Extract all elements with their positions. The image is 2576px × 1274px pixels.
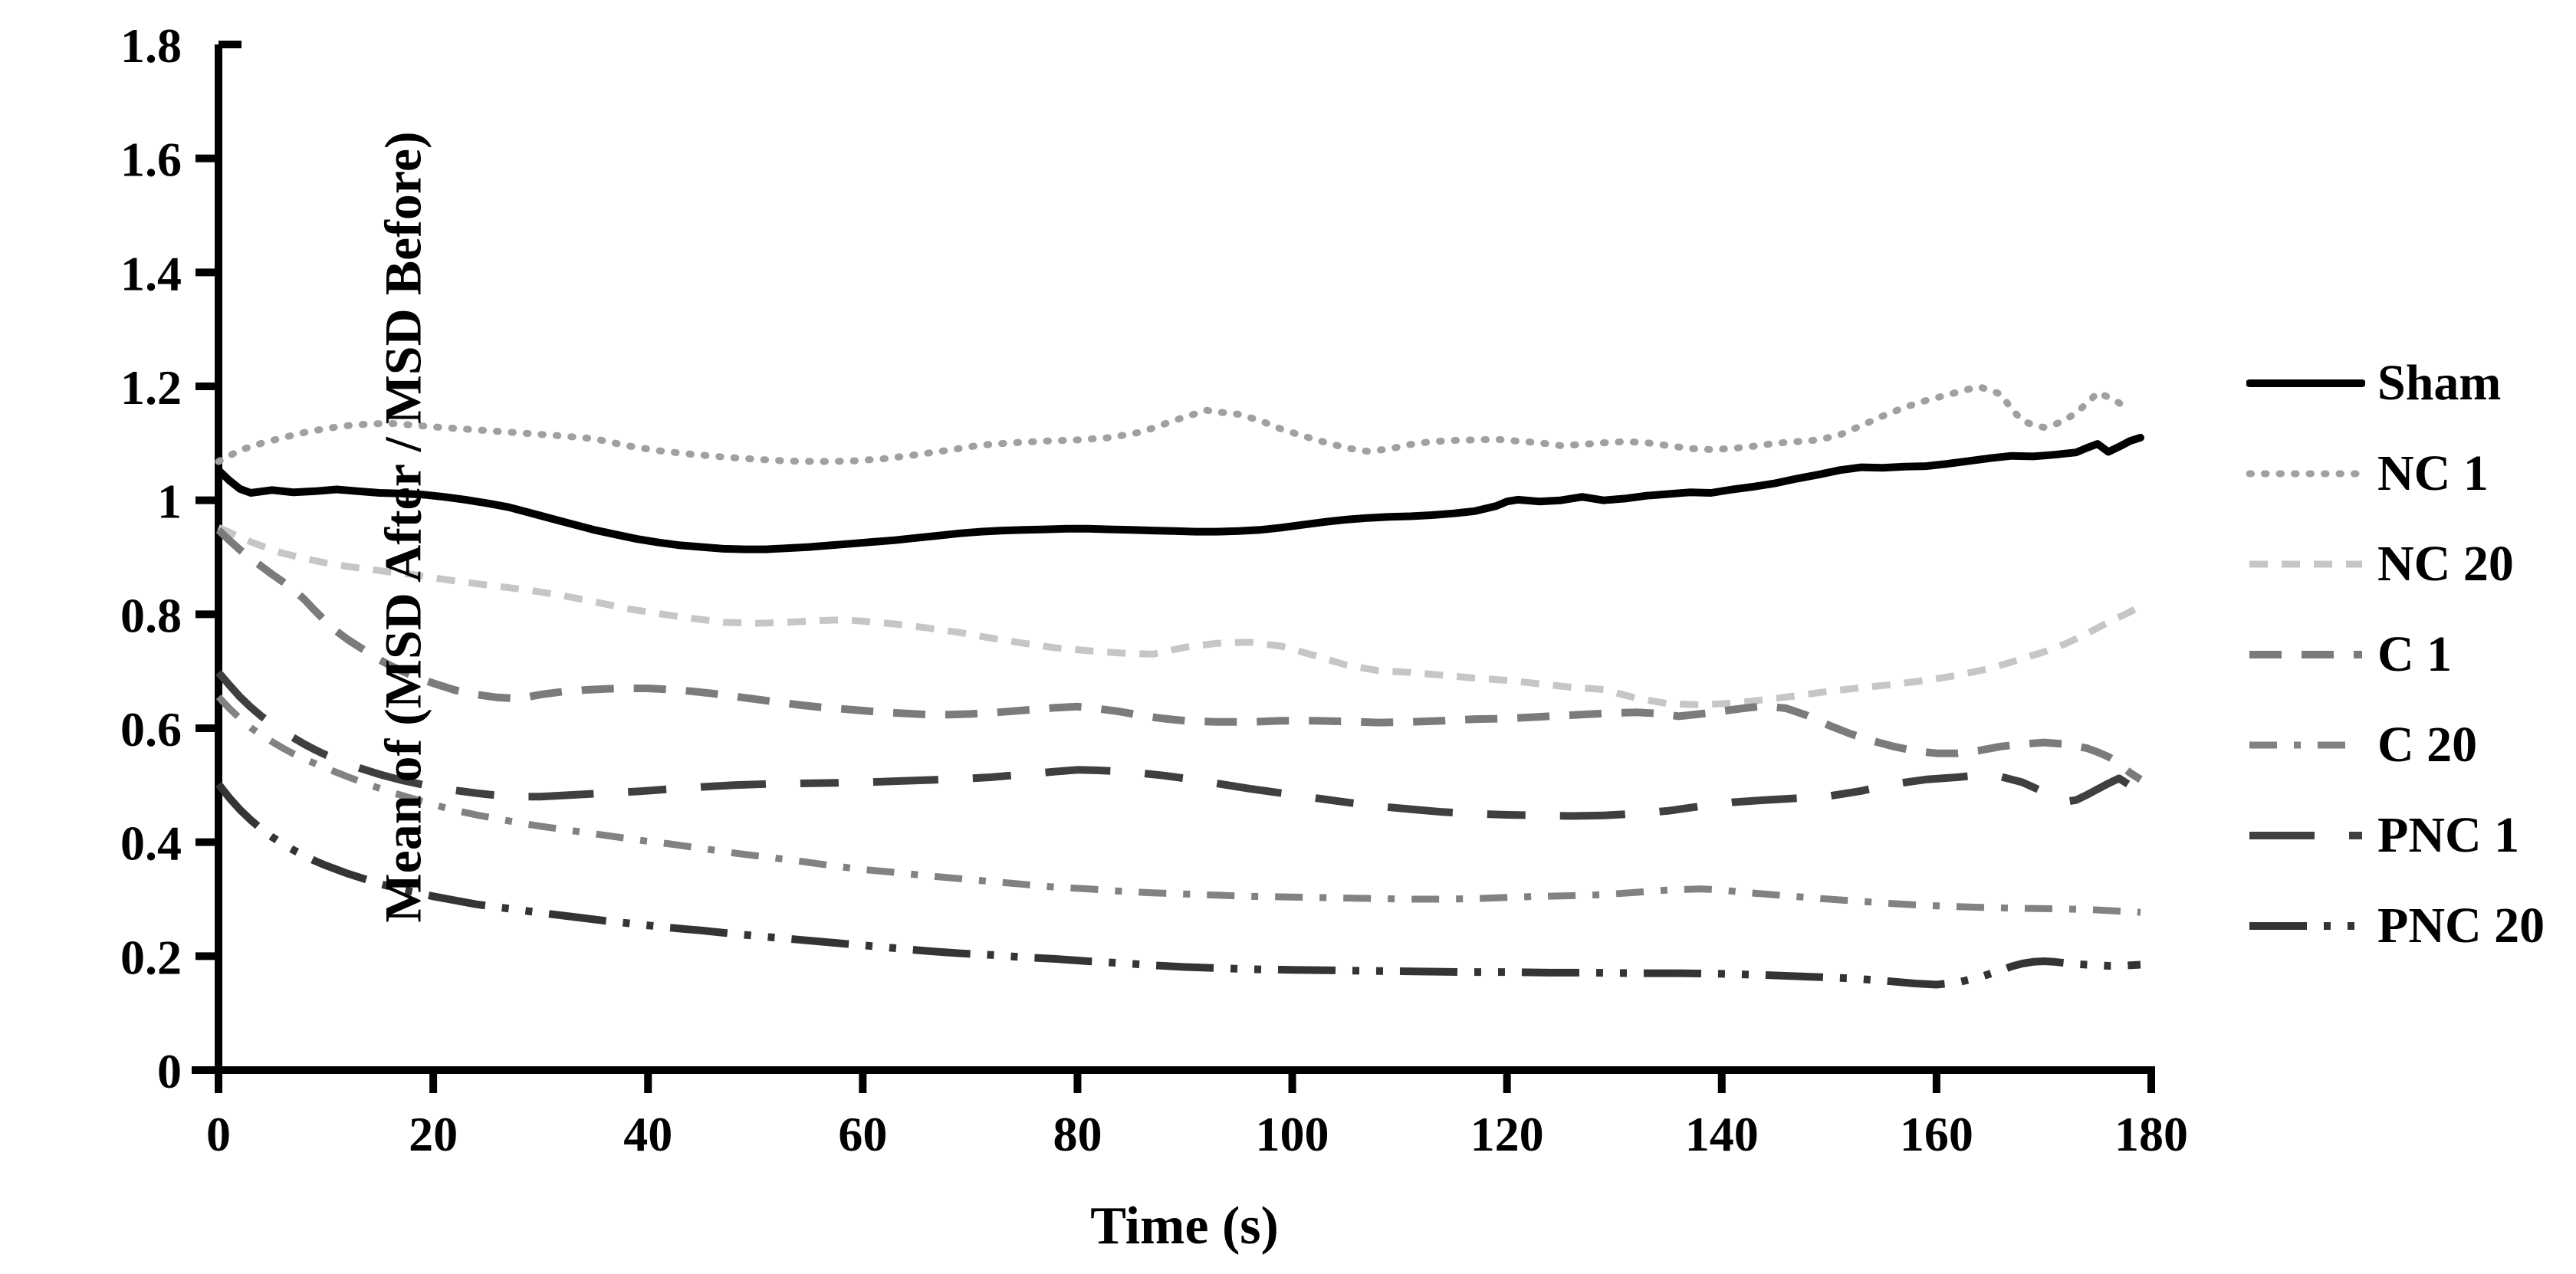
y-tick-label: 1.4 [120,246,182,300]
y-tick-label: 0.8 [120,588,182,642]
x-tick-label: 20 [409,1107,458,1161]
legend: Sham NC 1 NC 20 C 1 C 20 PNC 1 PNC 20 [2246,354,2545,955]
legend-item-nc-20: NC 20 [2246,535,2545,593]
legend-line-sample [2249,741,2362,749]
legend-label: NC 1 [2377,445,2489,501]
legend-item-nc-1: NC 1 [2246,445,2545,503]
series-line-nc-20 [217,524,2143,708]
y-tick-label: 0.4 [120,816,182,871]
series-line-c-20 [215,694,2141,916]
legend-item-pnc-1: PNC 1 [2246,806,2545,865]
legend-line-sample [2246,470,2365,478]
x-tick-label: 0 [206,1107,231,1161]
y-tick-label: 1.6 [120,133,182,187]
series-line-c-1 [215,527,2143,783]
series-line-pnc-1 [215,669,2143,820]
legend-label: C 1 [2377,626,2453,682]
y-tick-label: 1 [157,474,182,529]
series-line-pnc-20 [215,781,2141,989]
series-line-sham [215,433,2144,553]
legend-label: NC 20 [2377,536,2514,592]
x-tick-label: 120 [1470,1107,1544,1161]
legend-line-sample [2249,832,2362,839]
y-axis-title: Mean of (MSD After / MSD Before) [373,131,434,922]
x-axis-title: Time (s) [1090,1197,1279,1256]
legend-line-sample [2249,651,2362,658]
y-tick-label: 0.2 [120,930,182,984]
y-tick-label: 1.2 [120,360,182,415]
legend-label: C 20 [2377,717,2478,773]
legend-label: Sham [2377,355,2502,411]
x-tick-label: 180 [2114,1107,2188,1161]
x-tick-label: 60 [838,1107,887,1161]
legend-line-sample [2249,560,2362,568]
x-tick-label: 160 [1900,1107,1973,1161]
x-tick-label: 80 [1053,1107,1102,1161]
legend-label: PNC 1 [2377,807,2520,863]
legend-line-sample [2249,922,2362,930]
x-tick-label: 40 [623,1107,672,1161]
legend-item-sham: Sham [2246,354,2545,412]
x-tick-label: 100 [1256,1107,1329,1161]
y-tick-label: 0.6 [120,702,182,757]
y-tick-label: 0 [157,1044,182,1098]
y-axis-title-text: Mean of (MSD After / MSD Before) [373,131,432,923]
legend-item-c-20: C 20 [2246,716,2545,774]
y-tick-label: 1.8 [120,18,182,73]
series-line-nc-1 [215,383,2134,465]
legend-label: PNC 20 [2377,898,2545,954]
legend-line-sample [2246,379,2365,387]
x-tick-label: 140 [1685,1107,1759,1161]
legend-item-c-1: C 1 [2246,626,2545,684]
legend-item-pnc-20: PNC 20 [2246,897,2545,955]
